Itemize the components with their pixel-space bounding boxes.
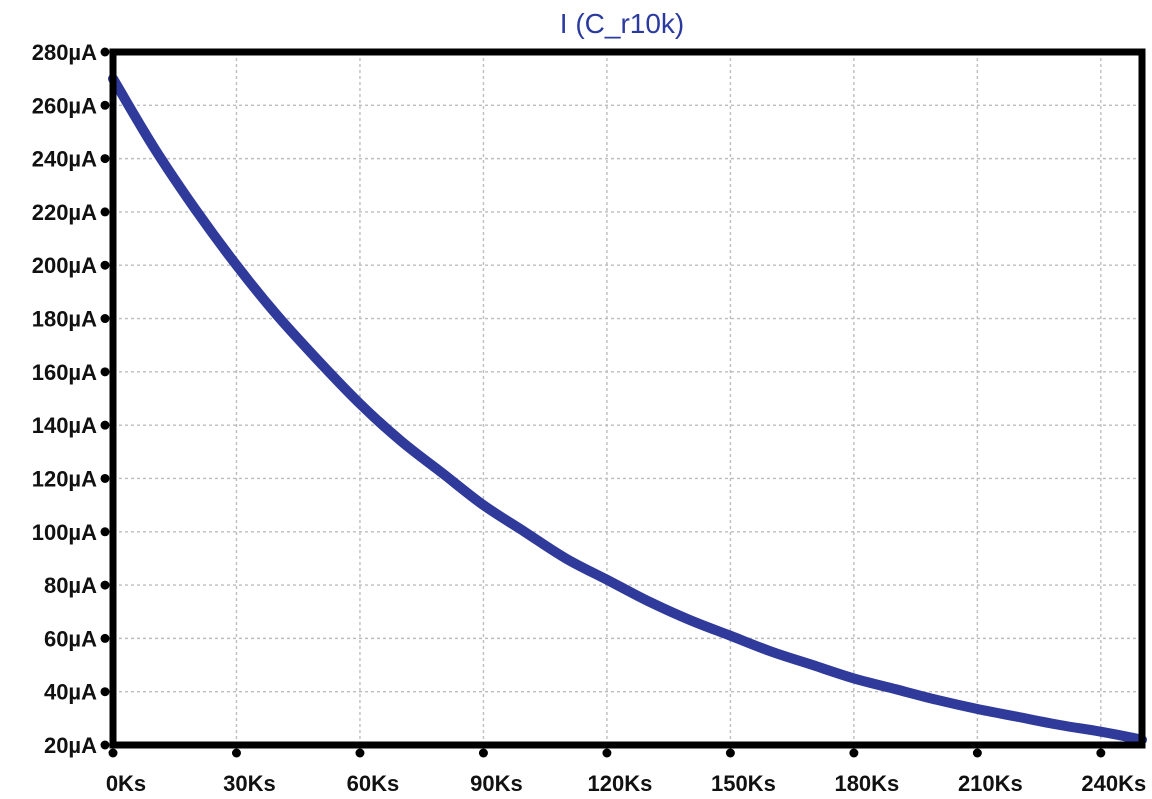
chart-title: I (C_r10k) [560, 8, 684, 39]
grid [113, 52, 1142, 745]
y-tick-mark [100, 527, 110, 537]
y-tick-mark [100, 420, 110, 430]
y-tick-mark [100, 47, 110, 57]
x-tick-mark [355, 748, 365, 758]
x-tick-mark [602, 748, 612, 758]
y-tick-mark [100, 687, 110, 697]
x-tick-label: 180Ks [834, 771, 899, 796]
y-tick-label: 180µA [32, 307, 97, 332]
y-tick-mark [100, 580, 110, 590]
x-tick-mark [231, 748, 241, 758]
y-tick-label: 40µA [44, 680, 97, 705]
x-tick-label: 90Ks [470, 771, 523, 796]
x-tick-label: 120Ks [587, 771, 652, 796]
y-tick-mark [100, 314, 110, 324]
x-tick-mark [849, 748, 859, 758]
x-tick-label: 210Ks [958, 771, 1023, 796]
x-tick-label: 60Ks [347, 771, 400, 796]
y-tick-label: 220µA [32, 200, 97, 225]
y-tick-mark [100, 154, 110, 164]
y-tick-mark [100, 207, 110, 217]
x-tick-label: 0Ks [106, 771, 146, 796]
y-tick-label: 120µA [32, 466, 97, 491]
y-tick-label: 260µA [32, 93, 97, 118]
y-tick-label: 20µA [44, 733, 97, 758]
x-tick-mark [1096, 748, 1106, 758]
series-line [108, 73, 1147, 745]
y-tick-mark [100, 260, 110, 270]
y-tick-mark [100, 740, 110, 750]
y-tick-mark [100, 633, 110, 643]
y-tick-label: 140µA [32, 413, 97, 438]
y-tick-label: 200µA [32, 253, 97, 278]
y-tick-mark [100, 367, 110, 377]
x-tick-mark [972, 748, 982, 758]
y-tick-label: 280µA [32, 40, 97, 65]
y-tick-mark [100, 473, 110, 483]
x-tick-mark [478, 748, 488, 758]
y-tick-label: 160µA [32, 360, 97, 385]
y-tick-label: 80µA [44, 573, 97, 598]
x-axis: 0Ks 30Ks 60Ks 90Ks 120Ks 150Ks 180Ks 210Ks 240Ks [106, 748, 1146, 796]
y-tick-label: 100µA [32, 520, 97, 545]
x-tick-label: 240Ks [1081, 771, 1146, 796]
x-tick-label: 150Ks [711, 771, 776, 796]
x-tick-label: 30Ks [223, 771, 276, 796]
y-tick-mark [100, 100, 110, 110]
x-tick-mark [108, 748, 118, 758]
y-tick-label: 240µA [32, 147, 97, 172]
y-axis: 280µA 260µA 240µA 220µA 200µA 180µA 160µA 140µA… [32, 40, 110, 758]
plot-frame [109, 48, 1146, 749]
y-tick-label: 60µA [44, 626, 97, 651]
x-tick-mark [725, 748, 735, 758]
